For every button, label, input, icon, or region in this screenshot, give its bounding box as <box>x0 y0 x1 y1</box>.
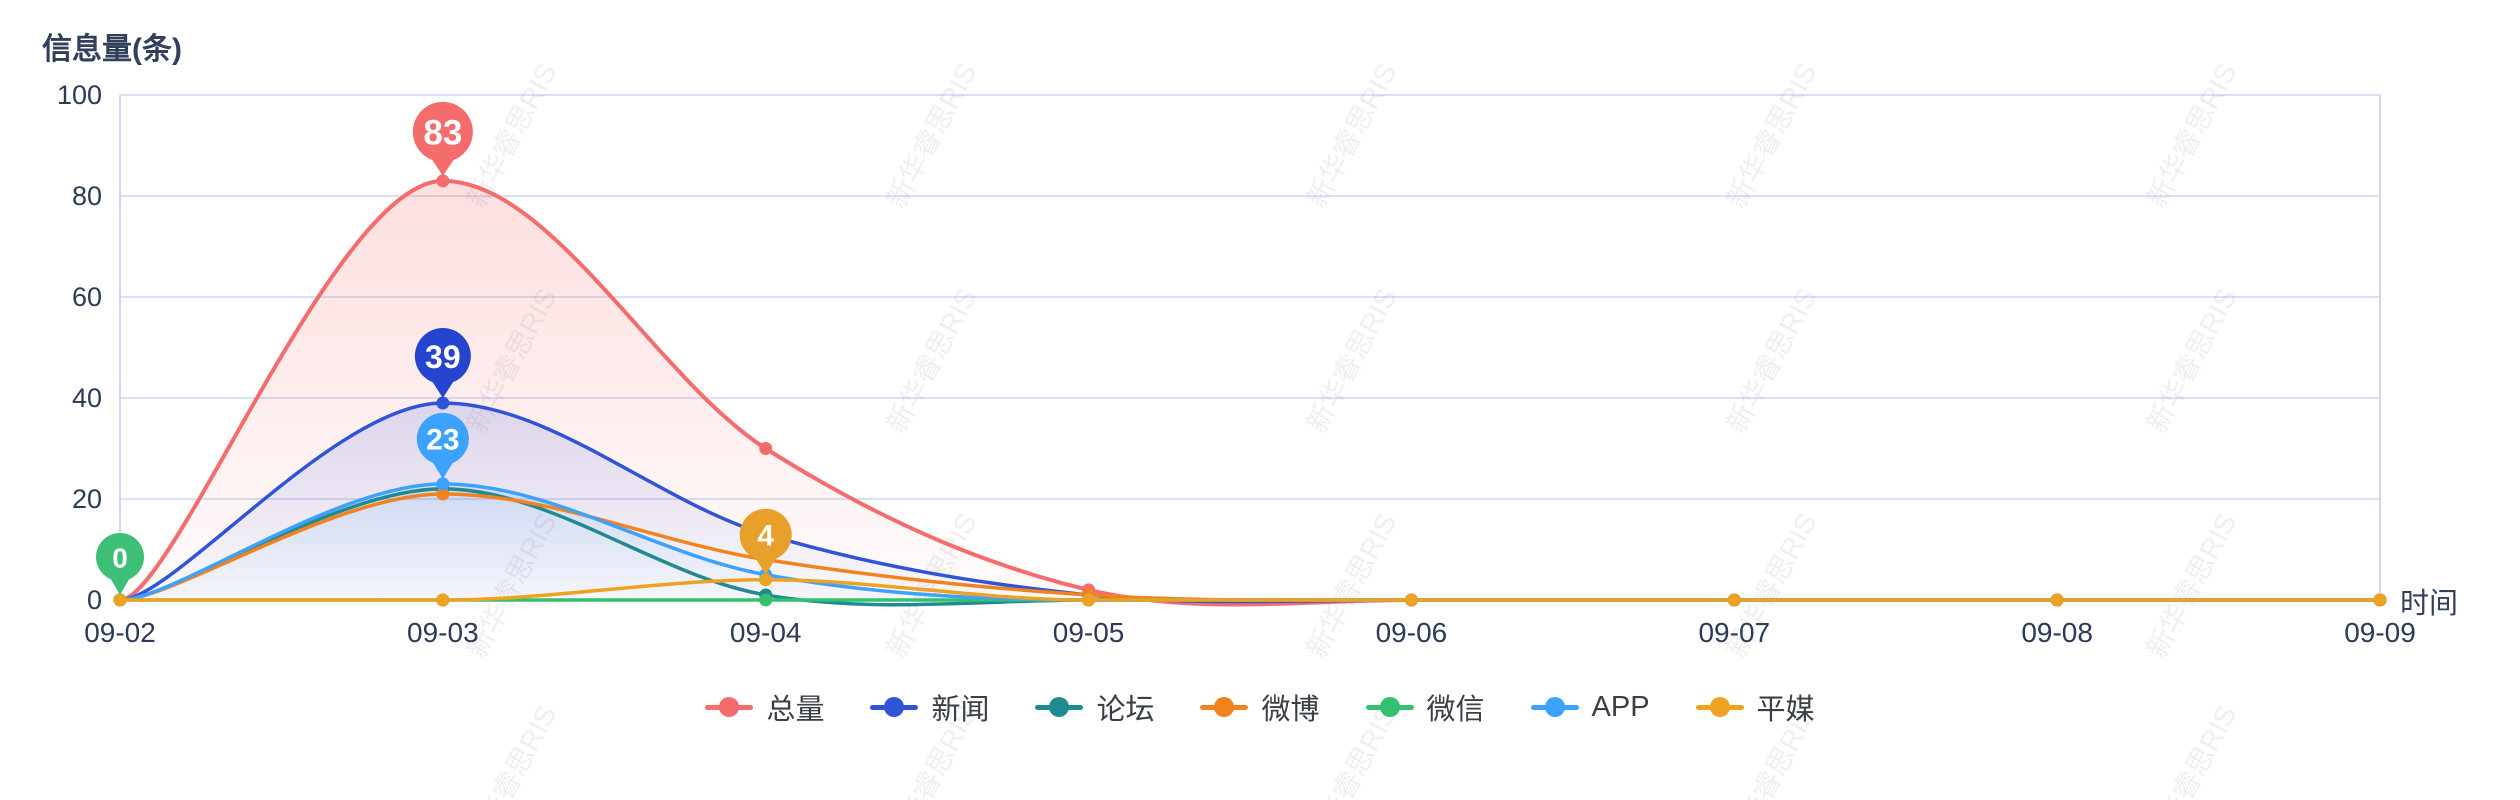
legend-item-新闻[interactable]: 新闻 <box>870 686 989 728</box>
watermark-text: 新华睿思RIS <box>1721 58 1823 213</box>
legend-line-dot-icon <box>1200 697 1249 717</box>
legend-label: 微信 <box>1426 694 1485 726</box>
marker-pin-value: 4 <box>757 519 774 552</box>
dot-微信-09-04 <box>759 593 773 607</box>
dot-总量-09-04 <box>759 442 773 455</box>
legend-line-dot-icon <box>870 697 919 717</box>
watermark-text: 新华睿思RIS <box>2141 508 2243 663</box>
y-tick-label: 100 <box>57 80 102 110</box>
legend-line-dot-icon <box>1365 697 1414 717</box>
dot-总量-09-03 <box>436 174 450 188</box>
marker-pin-value: 23 <box>426 423 459 456</box>
series-line-平媒 <box>118 578 2382 602</box>
marker-pin-新闻: 39 <box>414 328 471 399</box>
y-tick-label: 60 <box>72 282 102 312</box>
dot-平媒-09-05 <box>1082 593 1096 607</box>
marker-pin-平媒: 4 <box>739 508 792 575</box>
legend-label: 新闻 <box>931 694 990 726</box>
x-axis-title: 时间 <box>2400 588 2459 620</box>
x-tick-label: 09-05 <box>1053 617 1125 648</box>
legend-label: 论坛 <box>1096 694 1155 726</box>
legend-line-dot-icon <box>1530 697 1579 717</box>
x-tick-label: 09-04 <box>730 617 802 648</box>
y-tick-label: 40 <box>72 383 102 413</box>
y-tick-label: 0 <box>87 585 102 615</box>
legend-label: 总量 <box>766 694 825 726</box>
legend-label: 微博 <box>1261 694 1320 726</box>
watermark-text: 新华睿思RIS <box>2141 58 2243 213</box>
legend-line-dot-icon <box>1695 697 1744 717</box>
legend-item-总量[interactable]: 总量 <box>705 686 824 728</box>
watermark-text: 新华睿思RIS <box>1721 508 1823 663</box>
y-tick-label: 80 <box>72 181 102 211</box>
marker-pin-总量: 83 <box>412 101 473 176</box>
watermark-text: 新华睿思RIS <box>1301 283 1403 438</box>
watermark-text: 新华睿思RIS <box>461 58 563 213</box>
series-area-APP <box>120 483 2380 600</box>
watermark-text: 新华睿思RIS <box>2141 283 2243 438</box>
legend-item-微博[interactable]: 微博 <box>1200 686 1320 728</box>
legend-item-APP[interactable]: APP <box>1530 690 1650 724</box>
dot-微博-09-03 <box>436 487 450 501</box>
watermark-text: 新华睿思RIS <box>1721 283 1823 438</box>
dot-平媒-09-03 <box>436 593 450 607</box>
dot-平媒-09-06 <box>1404 593 1418 607</box>
legend-line-dot-icon <box>1035 697 1084 717</box>
marker-pin-APP: 23 <box>416 412 469 479</box>
legend-line-dot-icon <box>705 697 754 717</box>
dot-新闻-09-03 <box>436 396 450 410</box>
marker-pin-value: 39 <box>425 339 461 375</box>
x-tick-label: 09-09 <box>2344 617 2416 648</box>
dot-平媒-09-04 <box>759 573 773 587</box>
marker-pin-value: 0 <box>112 543 128 574</box>
legend-label: APP <box>1591 690 1650 723</box>
x-tick-label: 09-06 <box>1376 617 1448 648</box>
dot-平媒-09-02 <box>113 593 127 607</box>
x-tick-label: 09-08 <box>2021 617 2093 648</box>
marker-pin-微信: 0 <box>96 533 144 595</box>
marker-pin-value: 83 <box>423 113 462 152</box>
dot-平媒-09-08 <box>2050 593 2064 607</box>
watermark-text: 新华睿思RIS <box>881 283 983 438</box>
x-tick-label: 09-07 <box>1698 617 1770 648</box>
x-tick-label: 09-02 <box>84 617 156 648</box>
dot-APP-09-03 <box>436 477 450 491</box>
watermark-text: 新华睿思RIS <box>881 58 983 213</box>
dot-平媒-09-07 <box>1727 593 1741 607</box>
dot-平媒-09-09 <box>2373 593 2387 607</box>
legend-item-微信[interactable]: 微信 <box>1365 686 1485 728</box>
legend-item-论坛[interactable]: 论坛 <box>1035 686 1154 728</box>
watermark-text: 新华睿思RIS <box>1301 58 1403 213</box>
legend-label: 平媒 <box>1756 694 1815 726</box>
y-tick-label: 20 <box>72 484 102 514</box>
x-tick-label: 09-03 <box>407 617 479 648</box>
legend-item-平媒[interactable]: 平媒 <box>1695 686 1815 728</box>
chart-legend: 总量 新闻 论坛 微博 微信 APP 平媒 <box>0 686 2520 728</box>
y-axis-title: 信息量(条) <box>42 33 182 66</box>
